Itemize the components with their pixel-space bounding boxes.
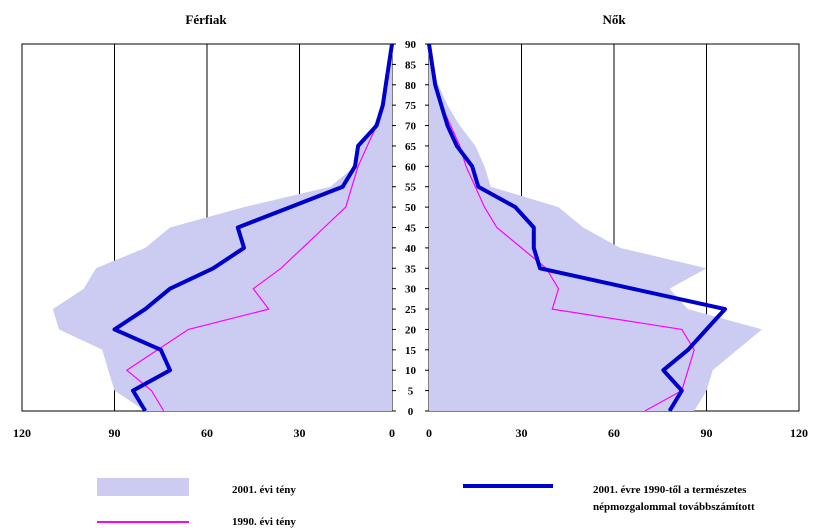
male-x-tick-label-120: 120: [13, 426, 31, 440]
legend-label-1990: 1990. évi tény: [232, 516, 296, 528]
age-tick-label-0: 0: [408, 406, 414, 418]
panel-title-female: Nők: [602, 12, 626, 27]
age-tick-label-10: 10: [405, 365, 417, 377]
male-x-tick-label-30: 30: [294, 426, 306, 440]
female-x-tick-label-60: 60: [608, 426, 620, 440]
legend-label-2001: 2001. évi tény: [232, 484, 296, 496]
age-tick-label-40: 40: [405, 243, 417, 255]
age-tick-label-25: 25: [405, 304, 417, 316]
age-tick-label-30: 30: [405, 284, 417, 296]
age-tick-label-50: 50: [405, 202, 417, 214]
male-line-projection: [112, 43, 394, 413]
age-tick-label-75: 75: [405, 100, 417, 112]
age-tick-label-20: 20: [405, 324, 417, 336]
legend-label-projection-line2: népmozgalommal továbbszámított: [593, 501, 755, 513]
female-x-tick-label-120: 120: [790, 426, 808, 440]
legend-label-projection-line1: 2001. évre 1990-től a természetes: [593, 484, 747, 496]
male-x-tick-label-0: 0: [389, 426, 395, 440]
legend-swatch-2001: [97, 478, 189, 496]
age-tick-label-5: 5: [408, 386, 414, 398]
legend: 2001. évi tény 1990. évi tény 2001. évre…: [97, 478, 755, 528]
female-x-tick-label-90: 90: [701, 426, 713, 440]
female-area-2001: [429, 44, 762, 411]
age-tick-label-45: 45: [405, 223, 417, 235]
age-tick-label-65: 65: [405, 141, 417, 153]
male-x-tick-label-90: 90: [109, 426, 121, 440]
age-tick-label-70: 70: [405, 121, 417, 133]
age-tick-label-55: 55: [405, 182, 417, 194]
panel-titles: Férfiak Nők: [185, 12, 626, 27]
male-area-2001: [52, 44, 393, 411]
male-x-tick-label-60: 60: [201, 426, 213, 440]
panel-title-male: Férfiak: [185, 12, 227, 27]
age-tick-label-80: 80: [405, 80, 417, 92]
age-tick-label-85: 85: [405, 59, 417, 71]
age-tick-label-90: 90: [405, 39, 417, 51]
age-tick-label-35: 35: [405, 263, 417, 275]
age-tick-label-15: 15: [405, 345, 417, 357]
female-x-tick-label-0: 0: [426, 426, 432, 440]
female-line-projection: [427, 43, 727, 413]
female-x-tick-label-30: 30: [516, 426, 528, 440]
age-tick-label-60: 60: [405, 161, 417, 173]
